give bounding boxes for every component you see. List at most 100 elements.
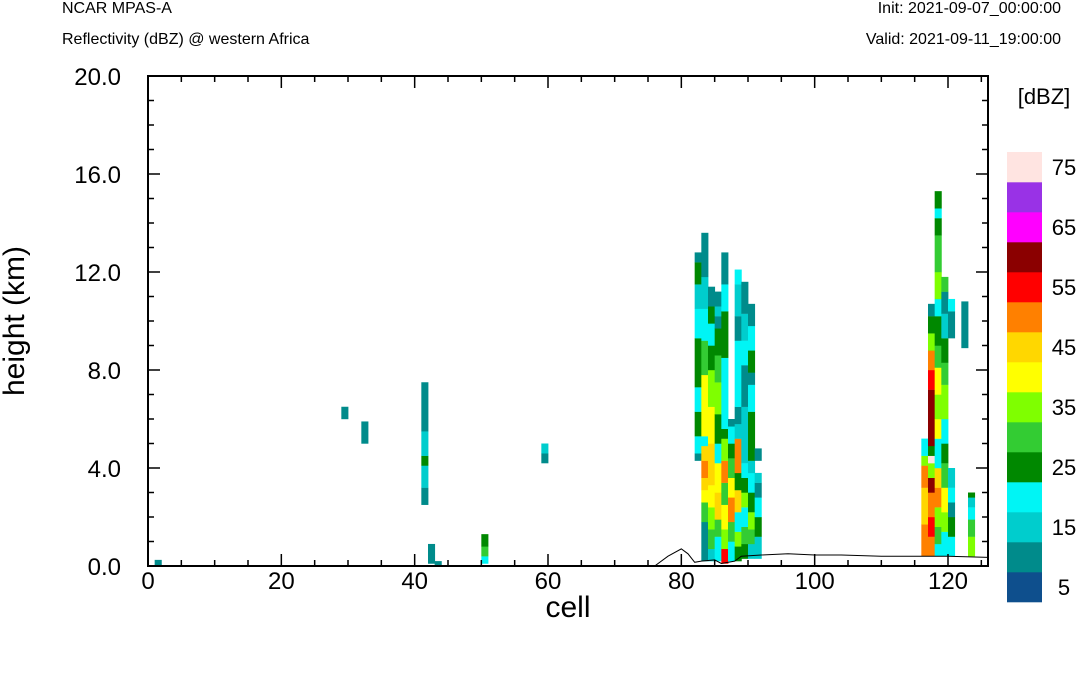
reflectivity-cell — [934, 345, 942, 368]
reflectivity-cell — [701, 521, 709, 562]
reflectivity-cell — [748, 492, 756, 513]
y-tick-label: 20.0 — [74, 64, 121, 91]
reflectivity-cell — [928, 492, 936, 518]
reflectivity-cell — [921, 524, 929, 557]
reflectivity-cell — [728, 477, 736, 498]
reflectivity-cell — [741, 507, 749, 527]
reflectivity-cell — [941, 276, 949, 292]
reflectivity-cell — [754, 472, 762, 483]
reflectivity-cell — [701, 445, 709, 461]
reflectivity-cell — [154, 559, 162, 567]
reflectivity-cell — [741, 463, 749, 478]
reflectivity-cell — [754, 497, 762, 518]
reflectivity-cell — [728, 426, 736, 444]
reflectivity-cell — [708, 406, 716, 444]
colorbar-swatch — [1007, 242, 1042, 273]
colorbar-label: 55 — [1052, 275, 1076, 300]
reflectivity-cell — [754, 482, 762, 498]
reflectivity-cells — [154, 191, 976, 567]
reflectivity-cell — [928, 389, 936, 420]
reflectivity-cell — [934, 526, 942, 545]
reflectivity-cell — [708, 529, 716, 550]
reflectivity-cell — [741, 526, 749, 545]
reflectivity-cell — [714, 492, 722, 520]
reflectivity-cell — [928, 370, 936, 390]
reflectivity-cell — [421, 455, 429, 466]
reflectivity-cell — [934, 468, 942, 488]
x-tick-label: 0 — [141, 568, 154, 595]
reflectivity-cell — [701, 436, 709, 447]
reflectivity-cell — [734, 269, 742, 285]
reflectivity-cell — [928, 445, 936, 456]
reflectivity-cell — [968, 536, 976, 557]
model-name: NCAR MPAS-A — [62, 0, 172, 17]
reflectivity-cell — [934, 272, 942, 300]
reflectivity-cell — [701, 232, 709, 278]
reflectivity-cell — [721, 529, 729, 550]
reflectivity-cell — [941, 463, 949, 488]
reflectivity-cell — [481, 534, 489, 547]
reflectivity-cell — [941, 291, 949, 314]
x-tick-label: 80 — [668, 568, 695, 595]
reflectivity-cell — [941, 419, 949, 444]
x-tick-label: 120 — [928, 568, 968, 595]
y-tick-label: 4.0 — [88, 456, 121, 483]
reflectivity-cell — [934, 507, 942, 527]
y-tick-label: 0.0 — [88, 554, 121, 581]
reflectivity-cell — [734, 438, 742, 474]
reflectivity-cell — [741, 313, 749, 341]
reflectivity-cell — [708, 323, 716, 346]
y-tick-label: 8.0 — [88, 358, 121, 385]
colorbar-swatch — [1007, 482, 1042, 513]
reflectivity-cell — [968, 492, 976, 498]
reflectivity-cell — [721, 482, 729, 505]
reflectivity-cell — [934, 218, 942, 236]
reflectivity-cell — [714, 443, 722, 464]
reflectivity-cell — [421, 465, 429, 488]
reflectivity-cell — [721, 548, 729, 564]
reflectivity-cell — [754, 517, 762, 537]
reflectivity-cell — [948, 311, 956, 339]
axis-ticks — [147, 75, 988, 567]
reflectivity-cell — [721, 284, 729, 312]
reflectivity-cell — [928, 517, 936, 537]
reflectivity-cell — [934, 438, 942, 469]
reflectivity-cell — [701, 502, 709, 523]
reflectivity-cell — [941, 313, 949, 339]
reflectivity-cell — [748, 512, 756, 530]
reflectivity-cell — [928, 455, 936, 464]
reflectivity-cell — [754, 536, 762, 559]
init-time: Init: 2021-09-07_00:00:00 — [877, 0, 1061, 17]
reflectivity-cell — [708, 548, 716, 562]
reflectivity-cell — [734, 316, 742, 341]
reflectivity-cell — [694, 453, 702, 461]
reflectivity-cell — [714, 306, 722, 317]
reflectivity-cell — [728, 458, 736, 478]
reflectivity-cell — [734, 546, 742, 562]
reflectivity-cell — [541, 453, 549, 464]
chart-subtitle: Reflectivity (dBZ) @ western Africa — [62, 31, 310, 48]
reflectivity-cell — [934, 298, 942, 317]
plot-frame — [147, 75, 989, 567]
reflectivity-cell — [701, 460, 709, 478]
reflectivity-cell — [728, 497, 736, 523]
reflectivity-cell — [961, 301, 969, 349]
reflectivity-cell — [748, 543, 756, 559]
reflectivity-cell — [694, 338, 702, 388]
reflectivity-cell — [934, 394, 942, 420]
colorbar — [1007, 152, 1042, 603]
reflectivity-cell — [708, 485, 716, 508]
reflectivity-cell — [734, 284, 742, 317]
y-tick-label: 12.0 — [74, 260, 121, 287]
reflectivity-cell — [934, 208, 942, 219]
reflectivity-cell — [928, 419, 936, 447]
reflectivity-cell — [434, 561, 442, 565]
reflectivity-cell — [928, 463, 936, 478]
reflectivity-cell — [541, 443, 549, 454]
x-tick-label: 20 — [268, 568, 295, 595]
reflectivity-cell — [754, 448, 762, 461]
reflectivity-cell — [361, 421, 369, 444]
reflectivity-cell — [948, 536, 956, 557]
colorbar-label: 35 — [1052, 395, 1076, 420]
colorbar-swatch — [1007, 572, 1042, 603]
